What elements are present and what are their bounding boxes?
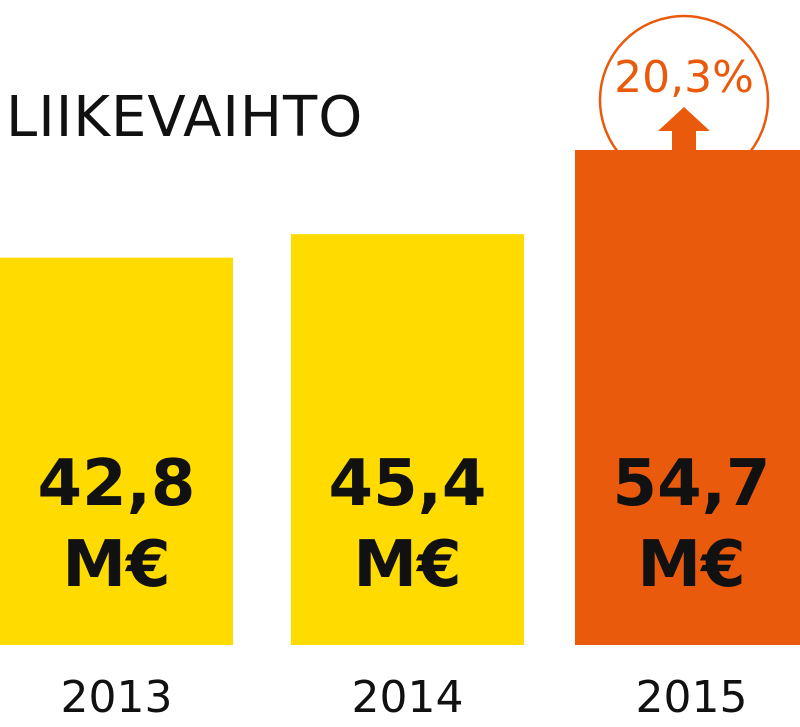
growth-percent: 20,3% [614,52,754,103]
bar-2015 [575,149,800,645]
bar-2014 [291,234,524,645]
unit-label-2015: M€ [637,528,745,602]
x-tick-label-2013: 2013 [61,672,173,723]
value-label-2014: 45,4 [329,447,487,521]
year-labels-group: 2013 2014 2015 [61,672,748,723]
value-label-2013: 42,8 [38,447,196,521]
unit-label-2014: M€ [353,528,461,602]
value-labels-group: 42,8M€45,4M€54,7M€ [38,447,771,602]
bars-group [0,149,800,645]
bar-2013 [0,257,233,645]
growth-badge-circle [598,14,770,186]
x-tick-label-2014: 2014 [352,672,464,723]
up-arrow-icon [658,107,710,155]
value-label-2015: 54,7 [613,447,771,521]
unit-label-2013: M€ [62,528,170,602]
growth-badge: 20,3% [598,14,770,186]
chart-title: LIIKEVAIHTO [6,85,363,150]
x-tick-label-2015: 2015 [636,672,748,723]
